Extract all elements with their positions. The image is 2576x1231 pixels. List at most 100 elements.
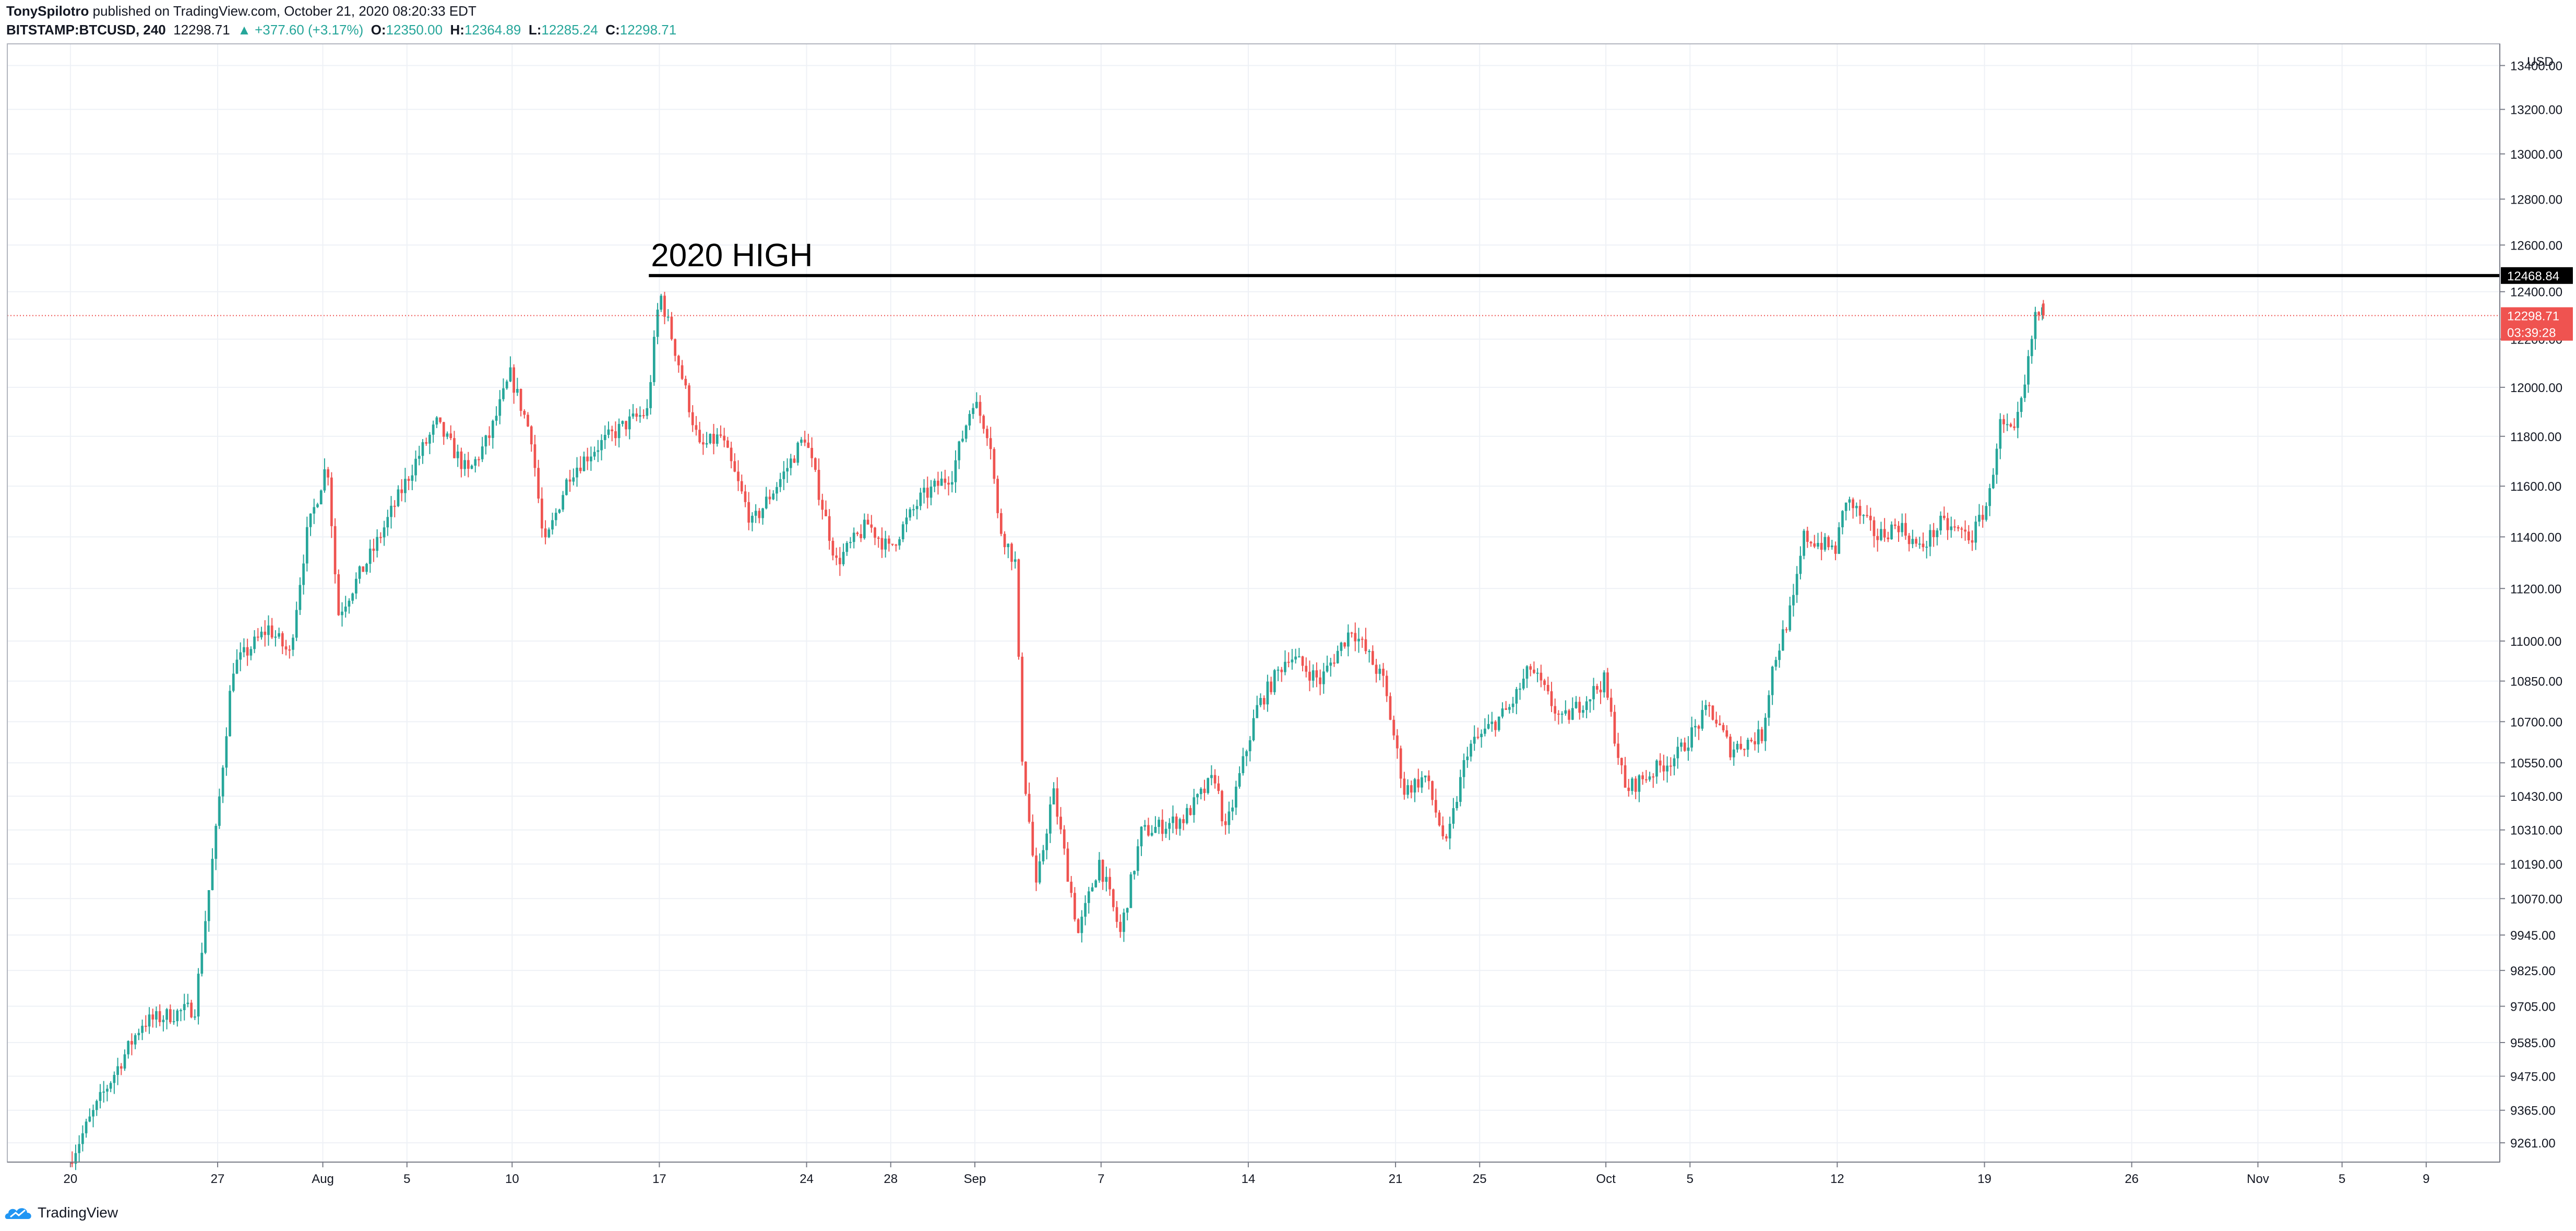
candle-down [1964, 529, 1966, 532]
candle-down [1644, 779, 1648, 780]
candle-up [218, 796, 221, 826]
candle-up [1326, 666, 1329, 672]
candle-up [1862, 515, 1865, 516]
tradingview-logo[interactable]: TradingView [4, 1202, 118, 1223]
candle-up [1178, 819, 1182, 829]
date-tick-label: 5 [1687, 1172, 1694, 1186]
candle-up [127, 1041, 130, 1055]
candle-down [1333, 662, 1335, 664]
candle-up [102, 1091, 105, 1093]
candle-down [1869, 515, 1872, 520]
candle-up [1746, 740, 1749, 750]
candle-down [1546, 684, 1549, 692]
candle-down [1641, 775, 1644, 779]
candle-down [70, 1162, 74, 1164]
date-tick-label: 28 [884, 1172, 898, 1186]
candle-down [1617, 743, 1619, 758]
price-tick-label: 10700.00 [2510, 715, 2562, 729]
candle-down [937, 480, 939, 486]
price-tick-label: 9261.00 [2510, 1137, 2556, 1151]
candle-up [776, 487, 778, 494]
candle-down [1957, 527, 1960, 529]
candle-down [821, 500, 824, 510]
candle-up [1974, 522, 1977, 543]
candle-down [530, 426, 533, 445]
candle-down [1883, 529, 1886, 538]
candle-up [1676, 747, 1679, 759]
candle-up [1259, 698, 1262, 705]
candle-up [137, 1033, 140, 1035]
candle-up [1575, 702, 1578, 708]
candle-up [1473, 737, 1476, 744]
candle-up [1470, 743, 1472, 757]
candle-down [1813, 543, 1816, 547]
candle-up [172, 1021, 175, 1023]
candle-up [295, 610, 298, 638]
candle-down [1904, 523, 1907, 536]
candle-up [148, 1014, 151, 1027]
candle-up [229, 691, 231, 737]
candle-up [1231, 807, 1234, 812]
candle-up [92, 1110, 94, 1117]
date-tick-label: 24 [800, 1172, 814, 1186]
candle-up [562, 495, 565, 510]
candle-up [765, 496, 768, 508]
candle-up [964, 425, 968, 439]
price-tick-label: 11000.00 [2510, 635, 2561, 649]
candle-down [744, 491, 747, 502]
candle-down [256, 636, 259, 638]
candle-down [1897, 526, 1900, 532]
candle-up [1571, 708, 1574, 720]
date-tick-label: 25 [1473, 1172, 1487, 1186]
candle-down [1364, 639, 1367, 652]
candle-up [1150, 833, 1153, 836]
candle-up [323, 469, 326, 491]
candle-up [1701, 709, 1704, 729]
candle-up [1991, 475, 1995, 489]
candle-down [730, 447, 733, 461]
candle-up [603, 434, 606, 440]
candle-down [1785, 629, 1788, 631]
candle-down [1754, 741, 1756, 744]
candle-up [1901, 523, 1904, 532]
candle-up [1133, 871, 1136, 874]
candle-down [611, 429, 614, 432]
candle-up [617, 424, 621, 439]
candle-down [488, 435, 491, 438]
price-tick-label: 10430.00 [2510, 790, 2562, 804]
time-axis[interactable]: 20 27 Aug 5 10 17 24 28 Sep 7 14 21 25 Oct 5 12 19 26 Nov 5… [64, 1162, 2430, 1186]
candle-up [551, 520, 554, 530]
candle-up [376, 537, 379, 551]
candle-up [509, 367, 512, 382]
price-axis[interactable]: 9261.00 9365.00 9475.00 9585.00 9705.00 9825.… [2500, 55, 2562, 1151]
candle-up [183, 1004, 186, 1010]
candle-down [1315, 670, 1318, 678]
candle-up [348, 600, 351, 607]
candle-up [313, 507, 316, 514]
candle-down [1557, 713, 1560, 715]
candle-up [1045, 833, 1048, 850]
candle-down [1017, 559, 1020, 657]
candle-up [207, 890, 210, 921]
price-change: ▲ +377.60 (+3.17%) [237, 22, 364, 38]
candle-down [1554, 706, 1557, 714]
candle-up [1456, 801, 1458, 809]
candle-down [814, 458, 817, 470]
candle-up [1841, 511, 1844, 527]
candle-down [891, 543, 894, 545]
candle-down [2002, 419, 2005, 424]
candle-down [1361, 638, 1364, 640]
high-price-label: 12468.84 [2507, 269, 2559, 283]
price-tick-label: 12800.00 [2510, 193, 2562, 207]
candle-down [1182, 819, 1185, 823]
candle-up [1487, 724, 1490, 729]
candle-up [1525, 666, 1529, 679]
candle-down [877, 537, 880, 539]
candle-down [1112, 889, 1115, 907]
price-tick-label: 9365.00 [2510, 1104, 2556, 1118]
candle-up [1838, 527, 1841, 554]
close-label: C: [605, 22, 620, 38]
candle-down [264, 631, 267, 635]
candle-up [1515, 689, 1518, 704]
